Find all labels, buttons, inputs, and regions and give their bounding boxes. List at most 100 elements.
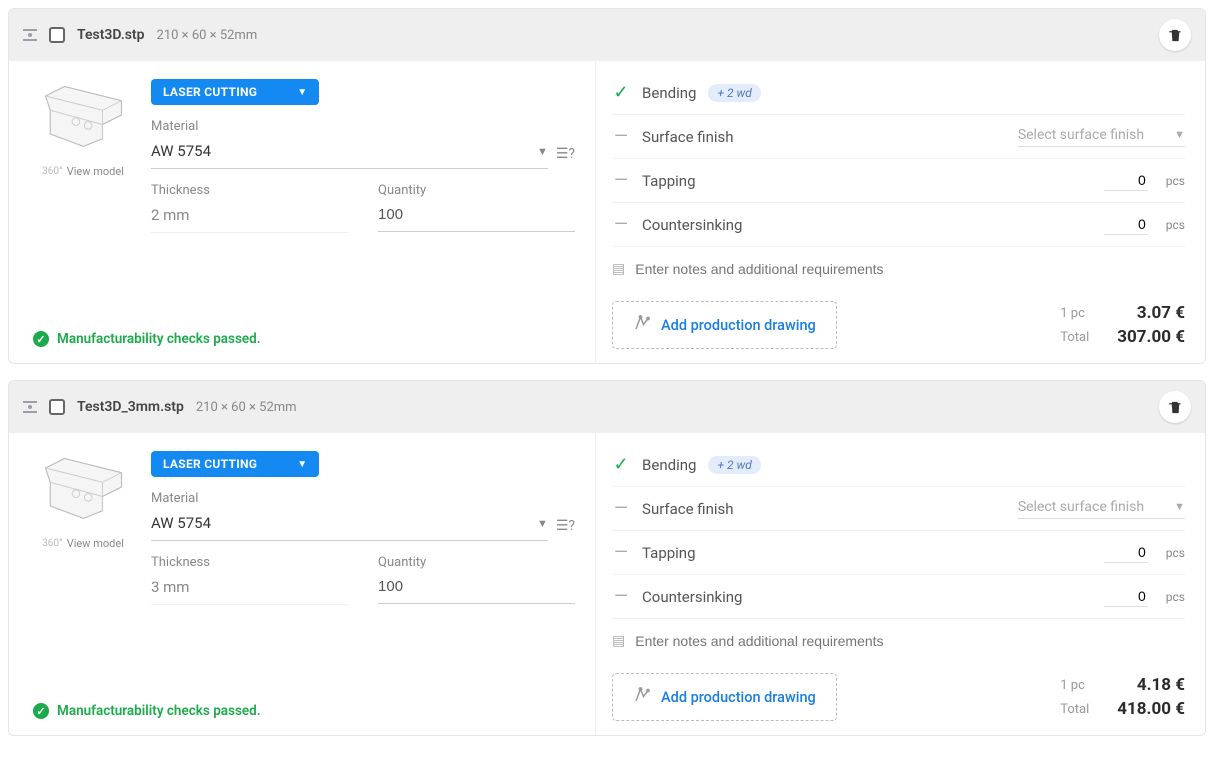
notes-input[interactable] [635, 633, 1185, 649]
countersinking-input[interactable] [1104, 214, 1148, 235]
minus-icon: — [612, 586, 630, 607]
view-model-button[interactable]: 360° View model [33, 165, 133, 178]
chat-icon: ▤ [612, 261, 625, 277]
lead-time-badge: + 2 wd [708, 84, 760, 102]
minus-icon: — [612, 214, 630, 235]
material-select[interactable]: AW 5754 ▼ [151, 138, 548, 169]
quantity-input[interactable] [378, 574, 575, 604]
manufacturability-status: ✓ Manufacturability checks passed. [33, 703, 261, 719]
surface-finish-select[interactable]: Select surface finish ▼ [1018, 499, 1185, 519]
add-drawing-label: Add production drawing [661, 317, 816, 334]
process-select[interactable]: LASER CUTTING ▼ [151, 451, 319, 477]
rotate-360-icon: 360° [42, 538, 63, 549]
tapping-input[interactable] [1104, 542, 1148, 563]
quantity-input[interactable] [378, 202, 575, 232]
pcs-label: pcs [1166, 590, 1185, 604]
check-icon: ✓ [612, 82, 630, 103]
caret-down-icon: ▼ [537, 517, 548, 530]
total-price-label: Total [1060, 330, 1089, 345]
price-block: 1 pc 4.18 € Total 418.00 € [1060, 675, 1185, 719]
surface-finish-select[interactable]: Select surface finish ▼ [1018, 127, 1185, 147]
config-panel: 360° View model LASER CUTTING ▼ Material… [9, 61, 595, 363]
minus-icon: — [612, 126, 630, 147]
chat-icon: ▤ [612, 633, 625, 649]
caret-down-icon: ▼ [537, 145, 548, 158]
minus-icon: — [612, 542, 630, 563]
check-circle-icon: ✓ [33, 703, 49, 719]
drag-handle-icon[interactable] [23, 401, 37, 413]
check-icon: ✓ [612, 454, 630, 475]
material-help-icon[interactable]: ☰? [556, 146, 575, 162]
notes-row: ▤ [612, 247, 1185, 295]
part-card: Test3D.stp 210 × 60 × 52mm 360° View mod… [8, 8, 1206, 364]
delete-button[interactable] [1159, 19, 1191, 51]
add-drawing-button[interactable]: Add production drawing [612, 673, 837, 721]
bottom-row: Add production drawing 1 pc 3.07 € Total… [612, 295, 1185, 349]
part-thumbnail [36, 451, 131, 523]
unit-price: 3.07 € [1117, 303, 1185, 323]
dimensions: 210 × 60 × 52mm [196, 400, 297, 415]
drawing-tool-icon [633, 314, 651, 336]
drawing-tool-icon [633, 686, 651, 708]
notes-input[interactable] [635, 261, 1185, 277]
unit-price-label: 1 pc [1060, 306, 1089, 321]
countersinking-row: — Countersinking pcs [612, 575, 1185, 619]
delete-button[interactable] [1159, 391, 1191, 423]
bending-row: ✓ Bending + 2 wd [612, 71, 1185, 115]
surface-finish-label: Surface finish [642, 128, 734, 146]
tapping-label: Tapping [642, 172, 695, 190]
pcs-label: pcs [1166, 174, 1185, 188]
trash-icon [1168, 400, 1183, 415]
thickness-value: 3 mm [151, 574, 348, 605]
process-select[interactable]: LASER CUTTING ▼ [151, 79, 319, 105]
add-drawing-button[interactable]: Add production drawing [612, 301, 837, 349]
select-checkbox[interactable] [49, 27, 65, 43]
tapping-row: — Tapping pcs [612, 159, 1185, 203]
material-select[interactable]: AW 5754 ▼ [151, 510, 548, 541]
minus-icon: — [612, 170, 630, 191]
total-price-label: Total [1060, 702, 1089, 717]
price-block: 1 pc 3.07 € Total 307.00 € [1060, 303, 1185, 347]
config-panel: 360° View model LASER CUTTING ▼ Material… [9, 433, 595, 735]
tapping-label: Tapping [642, 544, 695, 562]
pcs-label: pcs [1166, 546, 1185, 560]
options-panel: ✓ Bending + 2 wd — Surface finish Select… [595, 433, 1205, 735]
thickness-label: Thickness [151, 555, 348, 570]
pcs-label: pcs [1166, 218, 1185, 232]
surface-finish-placeholder: Select surface finish [1018, 127, 1144, 143]
countersinking-input[interactable] [1104, 586, 1148, 607]
check-circle-icon: ✓ [33, 331, 49, 347]
total-price: 418.00 € [1117, 699, 1185, 719]
drag-handle-icon[interactable] [23, 29, 37, 41]
filename: Test3D.stp [77, 27, 145, 43]
view-model-label: View model [67, 537, 124, 550]
countersinking-label: Countersinking [642, 588, 742, 606]
bottom-row: Add production drawing 1 pc 4.18 € Total… [612, 667, 1185, 721]
bending-label: Bending [642, 456, 696, 474]
quantity-label: Quantity [378, 183, 575, 198]
minus-icon: — [612, 498, 630, 519]
manufacturability-label: Manufacturability checks passed. [57, 703, 261, 719]
part-header: Test3D.stp 210 × 60 × 52mm [9, 9, 1205, 61]
total-price: 307.00 € [1117, 327, 1185, 347]
part-header: Test3D_3mm.stp 210 × 60 × 52mm [9, 381, 1205, 433]
view-model-button[interactable]: 360° View model [33, 537, 133, 550]
material-help-icon[interactable]: ☰? [556, 518, 575, 534]
tapping-input[interactable] [1104, 170, 1148, 191]
bending-label: Bending [642, 84, 696, 102]
filename: Test3D_3mm.stp [77, 399, 184, 415]
countersinking-row: — Countersinking pcs [612, 203, 1185, 247]
trash-icon [1168, 28, 1183, 43]
caret-down-icon: ▼ [297, 459, 307, 470]
rotate-360-icon: 360° [42, 166, 63, 177]
process-label: LASER CUTTING [163, 85, 257, 99]
select-checkbox[interactable] [49, 399, 65, 415]
material-value: AW 5754 [151, 514, 211, 532]
process-label: LASER CUTTING [163, 457, 257, 471]
thickness-value: 2 mm [151, 202, 348, 233]
surface-finish-placeholder: Select surface finish [1018, 499, 1144, 515]
lead-time-badge: + 2 wd [708, 456, 760, 474]
caret-down-icon: ▼ [297, 87, 307, 98]
tapping-row: — Tapping pcs [612, 531, 1185, 575]
add-drawing-label: Add production drawing [661, 689, 816, 706]
